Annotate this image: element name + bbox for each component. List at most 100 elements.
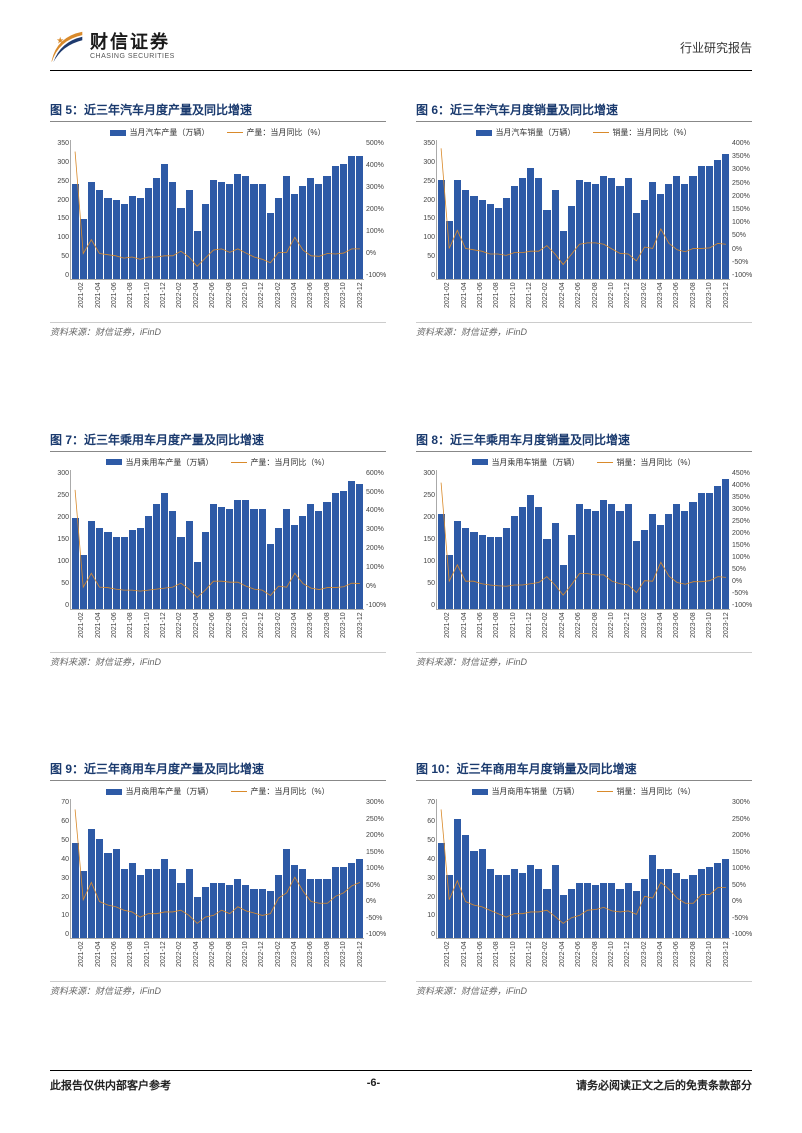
x-tick: 2021-02 xyxy=(78,941,85,977)
x-tick: 2021-08 xyxy=(127,282,134,318)
chart-source: 资料来源：财信证券，iFinD xyxy=(50,981,386,997)
x-tick: 2021-08 xyxy=(493,941,500,977)
x-tick xyxy=(436,612,443,648)
x-tick xyxy=(698,612,705,648)
x-tick: 2021-02 xyxy=(444,282,451,318)
x-tick xyxy=(698,282,705,318)
x-tick xyxy=(452,941,459,977)
x-tick xyxy=(332,612,339,648)
chart-source: 资料来源：财信证券，iFinD xyxy=(416,652,752,668)
x-tick xyxy=(316,282,323,318)
x-tick: 2023-12 xyxy=(357,612,364,648)
y-axis-left: 300250200150100500 xyxy=(51,470,69,609)
x-tick: 2021-12 xyxy=(160,941,167,977)
x-tick: 2022-04 xyxy=(559,612,566,648)
line-series xyxy=(71,470,364,609)
legend-bar: 当月汽车销量（万辆） xyxy=(476,127,575,138)
x-tick: 2022-12 xyxy=(258,612,265,648)
x-tick: 2022-02 xyxy=(542,282,549,318)
x-tick: 2022-12 xyxy=(258,941,265,977)
x-tick: 2023-06 xyxy=(673,941,680,977)
bar-swatch-icon xyxy=(476,130,492,136)
x-tick: 2021-10 xyxy=(144,282,151,318)
x-tick xyxy=(185,282,192,318)
chart-fig10: 图 10：近三年商用车月度销量及同比增速当月商用车销量（万辆）销量：当月同比（%… xyxy=(416,760,752,1050)
x-tick xyxy=(600,941,607,977)
report-page: 财信证券 CHASING SECURITIES 行业研究报告 图 5：近三年汽车… xyxy=(0,0,802,1133)
x-tick: 2022-08 xyxy=(592,612,599,648)
x-tick: 2022-06 xyxy=(575,282,582,318)
legend-bar: 当月商用车销量（万辆） xyxy=(472,786,579,797)
x-tick: 2022-02 xyxy=(542,941,549,977)
x-tick xyxy=(70,612,77,648)
x-tick: 2023-06 xyxy=(307,282,314,318)
line-swatch-icon xyxy=(593,132,609,133)
x-tick xyxy=(152,612,159,648)
x-tick: 2021-06 xyxy=(477,612,484,648)
x-tick xyxy=(283,612,290,648)
x-tick: 2022-08 xyxy=(226,941,233,977)
x-tick xyxy=(201,282,208,318)
x-tick: 2022-04 xyxy=(193,612,200,648)
y-axis-left: 350300250200150100500 xyxy=(417,140,435,279)
x-tick xyxy=(682,941,689,977)
x-tick: 2023-10 xyxy=(706,282,713,318)
x-tick: 2022-08 xyxy=(592,941,599,977)
x-tick xyxy=(299,282,306,318)
x-tick xyxy=(452,612,459,648)
x-tick: 2023-10 xyxy=(340,282,347,318)
chart-source: 资料来源：财信证券，iFinD xyxy=(416,322,752,338)
chart-legend: 当月汽车产量（万辆）产量：当月同比（%） xyxy=(50,124,386,140)
x-tick: 2022-04 xyxy=(193,941,200,977)
x-tick xyxy=(534,941,541,977)
chart-legend: 当月乘用车销量（万辆）销量：当月同比（%） xyxy=(416,454,752,470)
x-tick xyxy=(534,282,541,318)
x-tick xyxy=(217,941,224,977)
x-tick: 2021-06 xyxy=(477,282,484,318)
charts-grid: 图 5：近三年汽车月度产量及同比增速当月汽车产量（万辆）产量：当月同比（%） 35… xyxy=(50,101,752,1050)
y-axis-right: 300%250%200%150%100%50%0%-50%-100% xyxy=(732,799,758,938)
x-tick: 2023-10 xyxy=(706,941,713,977)
x-tick: 2021-04 xyxy=(95,941,102,977)
x-tick xyxy=(234,282,241,318)
x-tick xyxy=(70,941,77,977)
chart-title: 图 5：近三年汽车月度产量及同比增速 xyxy=(50,101,386,122)
x-tick: 2023-12 xyxy=(723,941,730,977)
x-tick: 2021-06 xyxy=(111,282,118,318)
x-tick xyxy=(332,282,339,318)
x-tick: 2023-02 xyxy=(275,612,282,648)
logo-text-en: CHASING SECURITIES xyxy=(90,53,175,61)
x-tick xyxy=(502,941,509,977)
line-series xyxy=(71,799,364,938)
chart-title: 图 8：近三年乘用车月度销量及同比增速 xyxy=(416,431,752,452)
x-tick xyxy=(698,941,705,977)
legend-line: 产量：当月同比（%） xyxy=(231,786,329,797)
x-tick xyxy=(518,282,525,318)
x-tick xyxy=(217,612,224,648)
x-tick xyxy=(185,941,192,977)
chart-canvas: 706050403020100300%250%200%150%100%50%0%… xyxy=(70,799,364,939)
x-tick xyxy=(332,941,339,977)
x-tick: 2022-10 xyxy=(242,282,249,318)
x-tick: 2021-12 xyxy=(526,612,533,648)
x-tick: 2021-12 xyxy=(160,282,167,318)
x-tick xyxy=(714,612,721,648)
x-tick xyxy=(168,612,175,648)
x-axis: 2021-022021-042021-062021-082021-102021-… xyxy=(70,612,364,648)
x-tick xyxy=(267,282,274,318)
x-tick xyxy=(119,941,126,977)
x-tick xyxy=(250,612,257,648)
chart-fig9: 图 9：近三年商用车月度产量及同比增速当月商用车产量（万辆）产量：当月同比（%）… xyxy=(50,760,386,1050)
chart-canvas: 300250200150100500450%400%350%300%250%20… xyxy=(436,470,730,610)
x-tick xyxy=(136,282,143,318)
doc-type-label: 行业研究报告 xyxy=(680,39,752,56)
footer-right: 请务必阅读正文之后的免责条款部分 xyxy=(576,1077,752,1093)
x-tick: 2021-08 xyxy=(127,612,134,648)
x-axis: 2021-022021-042021-062021-082021-102021-… xyxy=(436,282,730,318)
x-tick: 2023-04 xyxy=(291,612,298,648)
line-series xyxy=(437,799,730,938)
x-tick: 2021-10 xyxy=(510,282,517,318)
chart-fig8: 图 8：近三年乘用车月度销量及同比增速当月乘用车销量（万辆）销量：当月同比（%）… xyxy=(416,431,752,721)
x-tick xyxy=(152,941,159,977)
y-axis-left: 706050403020100 xyxy=(51,799,69,938)
